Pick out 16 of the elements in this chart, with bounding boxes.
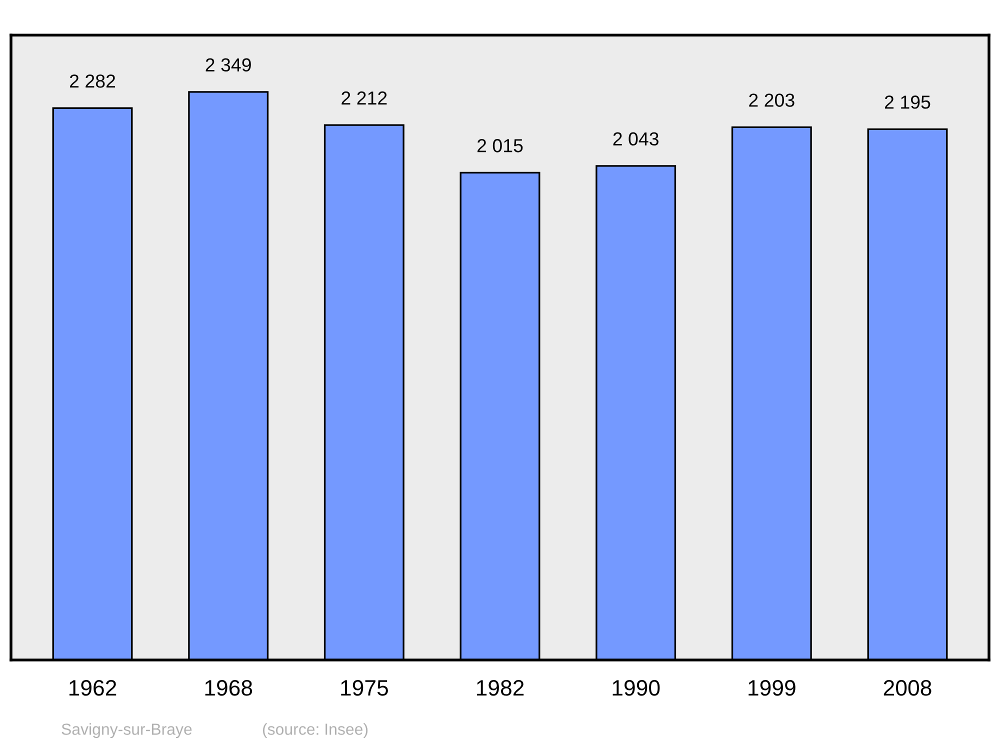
data-label: 2 015 bbox=[477, 139, 523, 152]
data-label: 2 282 bbox=[70, 74, 116, 88]
x-tick-label: 1975 bbox=[341, 680, 388, 696]
x-tick-label: 1990 bbox=[612, 680, 660, 696]
data-label: 2 349 bbox=[206, 58, 251, 72]
data-label: 2 043 bbox=[613, 132, 658, 146]
x-tick-label: 2008 bbox=[884, 680, 932, 696]
data-label: 2 212 bbox=[342, 91, 387, 104]
data-label: 2 195 bbox=[884, 96, 930, 109]
text: (source: Insee) bbox=[262, 723, 368, 738]
x-tick-label: 1962 bbox=[69, 680, 116, 696]
data-label: 2 203 bbox=[749, 94, 794, 107]
text: Savigny-sur-Braye bbox=[62, 723, 192, 738]
x-tick-label: 1982 bbox=[476, 680, 524, 696]
x-tick-label: 1968 bbox=[205, 680, 252, 696]
x-tick-label: 1999 bbox=[748, 680, 796, 696]
